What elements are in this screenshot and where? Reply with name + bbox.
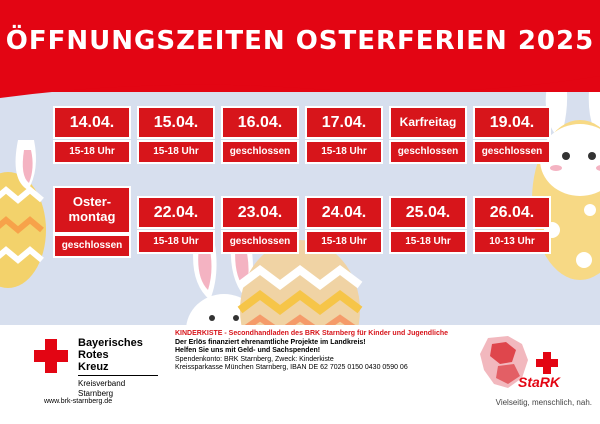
day-date: 16.04. [223, 108, 297, 137]
day-hours: 10-13 Uhr [475, 232, 549, 252]
day-hours: 15-18 Uhr [55, 142, 129, 162]
easter-egg-left-icon [0, 172, 46, 288]
day-hours: 15-18 Uhr [307, 232, 381, 252]
day-date: 15.04. [139, 108, 213, 137]
day-hours: geschlossen [223, 142, 297, 162]
day-hours: geschlossen [391, 142, 465, 162]
stark-wordmark: StaRK [518, 374, 561, 390]
info-line4: Spendenkonto: BRK Starnberg, Zweck: Kind… [175, 355, 334, 363]
org-name-line3: Kreuz [78, 361, 109, 373]
day-hours: 15-18 Uhr [391, 232, 465, 252]
org-sub-line1: Kreisverband [78, 379, 126, 388]
day-date: Oster- montag [55, 188, 129, 232]
stark-logo: StaRK [478, 330, 578, 400]
day-hours: geschlossen [223, 232, 297, 252]
website-url: www.brk-starnberg.de [44, 398, 113, 405]
day-date: Karfreitag [391, 108, 465, 137]
info-text: KINDERKISTE - Secondhandladen des BRK St… [175, 330, 495, 373]
day-date: 14.04. [55, 108, 129, 137]
org-sub-line2: Starnberg [78, 389, 114, 398]
day-date: 24.04. [307, 198, 381, 227]
brk-logo: Bayerisches Rotes Kreuz Kreisverband Sta… [34, 337, 174, 407]
slogan: Vielseitig, menschlich, nah. [495, 398, 592, 407]
info-line2: Der Erlös finanziert ehrenamtliche Proje… [175, 338, 366, 346]
day-hours: geschlossen [475, 142, 549, 162]
day-date: 23.04. [223, 198, 297, 227]
bunny-egg-right-icon [532, 80, 600, 280]
red-cross-small-icon [536, 352, 558, 374]
day-date: 25.04. [391, 198, 465, 227]
day-hours: 15-18 Uhr [139, 232, 213, 252]
divider [78, 375, 158, 376]
header-wave [0, 70, 600, 98]
day-hours: 15-18 Uhr [139, 142, 213, 162]
day-date: 22.04. [139, 198, 213, 227]
org-name-line1: Bayerisches [78, 337, 143, 349]
day-hours: geschlossen [55, 236, 129, 256]
info-headline: KINDERKISTE - Secondhandladen des BRK St… [175, 330, 449, 337]
red-cross-icon [34, 339, 68, 373]
easter-egg-center-icon [237, 240, 363, 330]
day-date: 19.04. [475, 108, 549, 137]
info-line3: Helfen Sie uns mit Geld- und Sachspenden… [175, 347, 321, 354]
info-line5: Kreissparkasse München Starnberg, IBAN D… [175, 364, 408, 371]
day-date: 17.04. [307, 108, 381, 137]
day-date: 26.04. [475, 198, 549, 227]
page-title: ÖFFNUNGSZEITEN OSTERFERIEN 2025 [5, 26, 595, 56]
day-hours: 15-18 Uhr [307, 142, 381, 162]
org-sub: Kreisverband Starnberg [78, 379, 168, 399]
org-name: Bayerisches Rotes Kreuz [78, 337, 168, 373]
org-name-line2: Rotes [78, 349, 109, 361]
district-map-logo-icon [480, 336, 528, 388]
